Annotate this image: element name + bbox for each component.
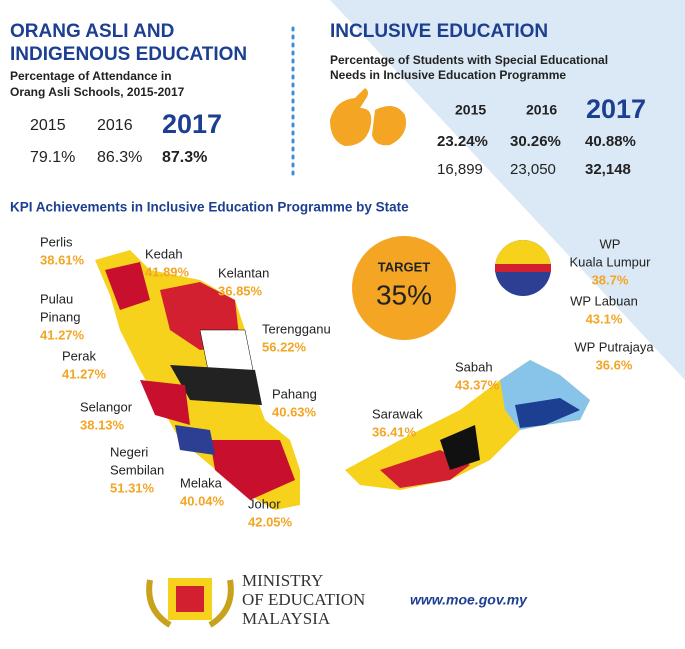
attendance-value: 86.3% — [97, 149, 142, 166]
kpi-title: KPI Achievements in Inclusive Education … — [10, 200, 409, 215]
target-circle — [352, 236, 456, 340]
percentage: 40.88% — [585, 133, 636, 150]
state-name: Pulau — [40, 291, 73, 306]
section-title: ORANG ASLI AND — [10, 21, 174, 42]
state-value: 36.85% — [218, 283, 263, 298]
background-band — [330, 0, 685, 380]
count: 32,148 — [585, 161, 631, 178]
state-value: 43.37% — [455, 377, 500, 392]
target-label: TARGET — [378, 259, 431, 274]
emblem — [146, 578, 234, 628]
state-name: Kuala Lumpur — [570, 254, 652, 269]
state-name: Perlis — [40, 234, 73, 249]
state-name: Johor — [248, 496, 281, 511]
state-name: Kelantan — [218, 265, 269, 280]
subtitle: Orang Asli Schools, 2015-2017 — [10, 85, 185, 99]
state-name: Selangor — [80, 399, 133, 414]
state-name: Sarawak — [372, 406, 423, 421]
peninsula-map — [95, 250, 300, 510]
state-name: Pinang — [40, 309, 80, 324]
year: 2015 — [455, 102, 486, 118]
percentage: 30.26% — [510, 133, 561, 150]
subtitle: Needs in Inclusive Education Programme — [330, 68, 566, 82]
ministry-name: OF EDUCATION — [242, 590, 365, 609]
state-value: 56.22% — [262, 339, 307, 354]
section-title: INCLUSIVE EDUCATION — [330, 21, 548, 42]
subtitle: Percentage of Attendance in — [10, 69, 172, 83]
state-value: 42.05% — [248, 514, 293, 529]
borneo-map — [345, 360, 590, 490]
state-value: 36.41% — [372, 424, 417, 439]
url: www.moe.gov.my — [410, 592, 528, 608]
state-value: 51.31% — [110, 480, 155, 495]
state-value: 40.04% — [180, 493, 225, 508]
state-name: WP Putrajaya — [574, 339, 654, 354]
section-title: INDIGENOUS EDUCATION — [10, 44, 247, 65]
state-value: 41.27% — [62, 366, 107, 381]
state-name: Terengganu — [262, 321, 331, 336]
subtitle: Percentage of Students with Special Educ… — [330, 53, 608, 67]
state-value: 40.63% — [272, 404, 317, 419]
state-name: Pahang — [272, 386, 317, 401]
year: 2015 — [30, 117, 66, 134]
state-name: Negeri — [110, 444, 148, 459]
state-value: 36.6% — [596, 357, 633, 372]
year: 2017 — [162, 109, 222, 139]
sign-language-icon — [330, 88, 406, 146]
state-name: Sabah — [455, 359, 493, 374]
percentage: 23.24% — [437, 133, 488, 150]
state-name: Sembilan — [110, 462, 164, 477]
ministry-name: MALAYSIA — [242, 609, 331, 628]
state-value: 41.89% — [145, 264, 190, 279]
year: 2017 — [586, 94, 646, 124]
state-value: 41.27% — [40, 327, 85, 342]
wp-flag — [495, 240, 551, 296]
state-value: 38.13% — [80, 417, 125, 432]
count: 23,050 — [510, 161, 556, 178]
ministry-name: MINISTRY — [242, 571, 323, 590]
year: 2016 — [526, 102, 557, 118]
count: 16,899 — [437, 161, 483, 178]
attendance-value: 87.3% — [162, 149, 207, 166]
state-name: WP — [600, 236, 621, 251]
state-name: WP Labuan — [570, 293, 638, 308]
state-value: 38.7% — [592, 272, 629, 287]
state-value: 38.61% — [40, 252, 85, 267]
target-value: 35% — [376, 279, 432, 310]
state-value: 43.1% — [586, 311, 623, 326]
year: 2016 — [97, 117, 133, 134]
state-name: Kedah — [145, 246, 183, 261]
attendance-value: 79.1% — [30, 149, 75, 166]
state-name: Perak — [62, 348, 96, 363]
state-name: Melaka — [180, 475, 223, 490]
